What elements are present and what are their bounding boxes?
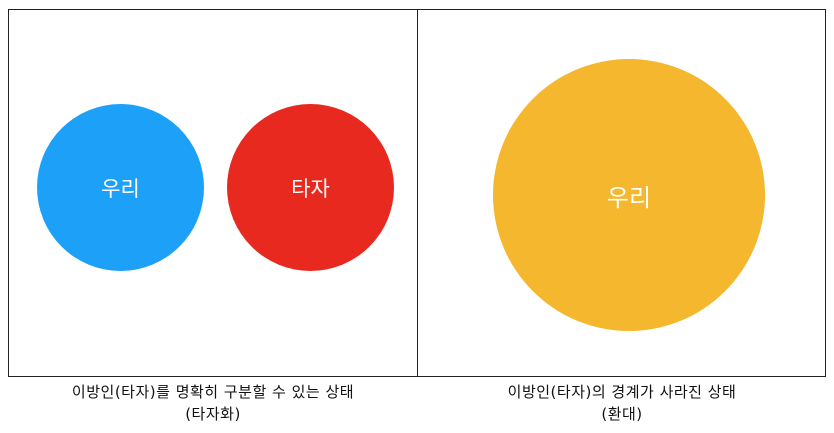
other-label: 타자	[291, 176, 330, 201]
right-caption: 이방인(타자)의 경계가 사라진 상태 (환대)	[418, 381, 826, 425]
us-label-left: 우리	[101, 176, 140, 201]
other-circle: 타자	[227, 104, 394, 271]
left-caption-line2: (타자화)	[185, 405, 241, 423]
right-caption-line2: (환대)	[601, 405, 643, 423]
panel-divider	[417, 9, 418, 377]
us-circle-merged: 우리	[493, 59, 765, 331]
us-label-merged: 우리	[606, 183, 652, 212]
left-caption: 이방인(타자)를 명확히 구분할 수 있는 상태 (타자화)	[8, 381, 418, 425]
left-caption-line1: 이방인(타자)를 명확히 구분할 수 있는 상태	[71, 383, 355, 401]
right-caption-line1: 이방인(타자)의 경계가 사라진 상태	[507, 383, 737, 401]
us-circle-left: 우리	[37, 104, 204, 271]
